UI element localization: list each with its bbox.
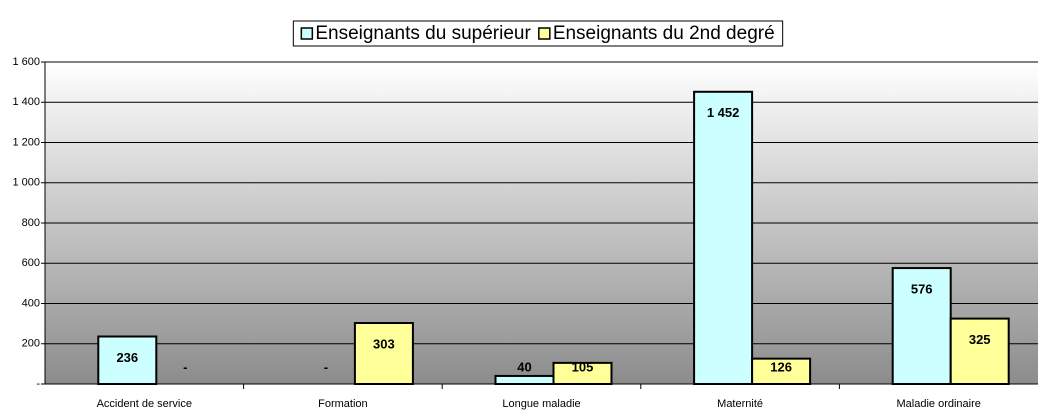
bar [97,335,158,386]
y-tick-label: 1 200 [12,136,40,148]
legend-swatch [300,27,314,40]
bar [891,267,952,385]
y-tick-label: - [36,378,40,390]
y-tick-label: 1 000 [12,177,40,189]
legend-box [292,20,784,47]
x-tick-label: Longue maladie [502,398,580,410]
legend-label: Enseignants du 2nd degré [553,23,775,44]
bar [751,357,812,385]
value-label: - [324,359,328,374]
x-tick-label: Formation [318,398,368,410]
bar [353,322,414,385]
value-label: 236 [116,350,138,365]
value-label: 1 452 [707,105,740,120]
value-label: 325 [969,332,991,347]
y-tick-label: 200 [22,338,40,350]
value-label: 126 [770,359,792,374]
x-tick-label: Accident de service [97,398,192,410]
y-tick-label: 400 [22,297,40,309]
value-label: 105 [572,359,594,374]
bar [693,90,754,385]
y-tick-label: 600 [22,257,40,269]
bar [949,317,1010,385]
x-tick-label: Maternité [717,398,763,410]
value-label: 303 [373,336,395,351]
value-label: - [183,359,187,374]
legend-swatch [538,27,551,40]
y-tick-label: 800 [22,217,40,229]
value-label: 40 [517,359,531,374]
y-tick-label: 1 400 [12,96,40,108]
bar [494,374,555,386]
legend-label: Enseignants du supérieur [315,23,531,44]
x-tick-label: Maladie ordinaire [897,398,981,410]
y-tick-label: 1 600 [12,56,40,68]
bar [552,361,613,385]
value-label: 576 [911,282,933,297]
